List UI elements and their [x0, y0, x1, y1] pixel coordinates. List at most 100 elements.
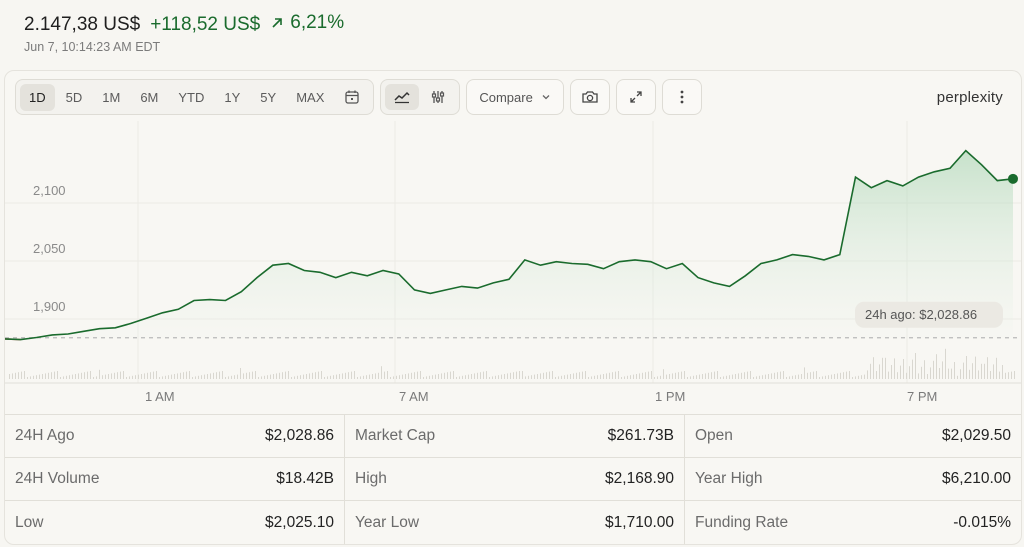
- volume-bar: [858, 375, 859, 379]
- volume-bar: [105, 374, 106, 379]
- volume-bar: [165, 375, 166, 379]
- volume-bar: [534, 374, 535, 379]
- volume-bar: [834, 374, 835, 379]
- stat-cell: Low $2,025.10: [5, 501, 345, 544]
- volume-bar: [210, 373, 211, 379]
- volume-bar: [84, 372, 85, 379]
- volume-bar: [723, 376, 724, 379]
- volume-bar: [150, 372, 151, 379]
- volume-bar: [981, 363, 982, 379]
- volume-bar: [648, 371, 649, 379]
- volume-bar: [696, 375, 697, 379]
- volume-bar: [933, 360, 934, 379]
- volume-bar: [480, 372, 481, 379]
- volume-bar: [921, 366, 922, 379]
- screenshot-button[interactable]: [569, 79, 610, 115]
- fullscreen-button[interactable]: [615, 79, 656, 115]
- volume-bar: [672, 373, 673, 379]
- indicators-icon[interactable]: [421, 84, 455, 110]
- volume-bar: [612, 372, 613, 379]
- current-price: 2.147,38 US$: [24, 14, 141, 35]
- stat-label: Low: [15, 514, 44, 531]
- volume-bar: [993, 364, 994, 379]
- chart-type-selector: [380, 79, 461, 115]
- volume-bar: [525, 376, 526, 379]
- volume-bar: [81, 372, 82, 379]
- volume-bar: [216, 372, 217, 379]
- price-change-percent: 6,21%: [270, 12, 344, 34]
- volume-bar: [66, 375, 67, 379]
- volume-bar: [846, 371, 847, 379]
- volume-bar: [153, 371, 154, 379]
- stat-label: 24H Volume: [15, 470, 100, 487]
- volume-bar: [357, 377, 358, 379]
- range-5d-button[interactable]: 5D: [65, 89, 83, 105]
- volume-bar: [324, 377, 325, 379]
- line-chart-icon[interactable]: [385, 84, 420, 110]
- volume-bar: [582, 371, 583, 379]
- volume-bar: [465, 375, 466, 379]
- calendar-icon[interactable]: [335, 84, 369, 110]
- range-6m-button[interactable]: 6M: [140, 89, 159, 105]
- stat-label: Year High: [695, 470, 763, 487]
- volume-bar: [972, 363, 973, 379]
- y-tick-label: 2,050: [33, 241, 66, 256]
- volume-bar: [906, 372, 907, 379]
- volume-bar: [882, 357, 883, 379]
- volume-bar: [501, 374, 502, 379]
- volume-bar: [72, 374, 73, 379]
- volume-bar: [333, 375, 334, 379]
- volume-bar: [975, 356, 976, 379]
- more-options-button[interactable]: [661, 79, 702, 115]
- volume-bar: [249, 372, 250, 379]
- volume-bar: [285, 371, 286, 379]
- volume-bar: [327, 376, 328, 379]
- volume-bar: [267, 375, 268, 379]
- volume-bar: [594, 375, 595, 379]
- chevron-down-icon: [542, 95, 550, 100]
- volume-bar: [618, 371, 619, 379]
- volume-bar: [957, 375, 958, 379]
- volume-bar: [735, 374, 736, 379]
- range-ytd-button[interactable]: YTD: [178, 89, 205, 105]
- volume-bar: [219, 371, 220, 379]
- volume-bar: [660, 375, 661, 379]
- range-max-button[interactable]: MAX: [296, 89, 325, 105]
- range-1d-button[interactable]: 1D: [20, 83, 55, 111]
- volume-bar: [789, 376, 790, 379]
- volume-bar: [732, 374, 733, 379]
- volume-bar: [756, 376, 757, 379]
- volume-bar: [627, 375, 628, 379]
- volume-bar: [246, 372, 247, 379]
- volume-bar: [768, 374, 769, 379]
- volume-bar: [252, 371, 253, 379]
- volume-bar: [816, 371, 817, 379]
- volume-bar: [786, 377, 787, 379]
- volume-bar: [441, 373, 442, 379]
- volume-bar: [708, 372, 709, 379]
- volume-bar: [174, 374, 175, 379]
- volume-bar: [540, 373, 541, 379]
- range-1m-button[interactable]: 1M: [102, 89, 121, 105]
- volume-bar: [243, 373, 244, 379]
- volume-bar: [276, 373, 277, 379]
- volume-bar: [294, 376, 295, 379]
- volume-bar: [447, 372, 448, 379]
- stat-cell: 24H Volume $18.42B: [5, 458, 345, 501]
- volume-bar: [240, 368, 241, 379]
- volume-bar: [111, 373, 112, 379]
- volume-bar: [159, 377, 160, 379]
- price-header: 2.147,38 US$ +118,52 US$ 6,21% Jun 7, 10…: [24, 12, 344, 54]
- price-chart[interactable]: 2,100 2,050 1,900 1 AM 7 AM 1 PM 7 PM 24h ago…: [5, 121, 1021, 413]
- range-5y-button[interactable]: 5Y: [260, 89, 277, 105]
- volume-bar: [12, 373, 13, 379]
- volume-bar: [780, 371, 781, 379]
- compare-button[interactable]: Compare: [466, 79, 564, 115]
- volume-bar: [36, 375, 37, 379]
- stat-label: Year Low: [355, 514, 420, 531]
- range-1y-button[interactable]: 1Y: [224, 89, 241, 105]
- x-tick-label: 7 PM: [907, 389, 937, 404]
- chart-card: 1D 5D 1M 6M YTD 1Y 5Y MAX Compare: [4, 70, 1022, 545]
- volume-bar: [342, 373, 343, 379]
- volume-bar: [486, 371, 487, 379]
